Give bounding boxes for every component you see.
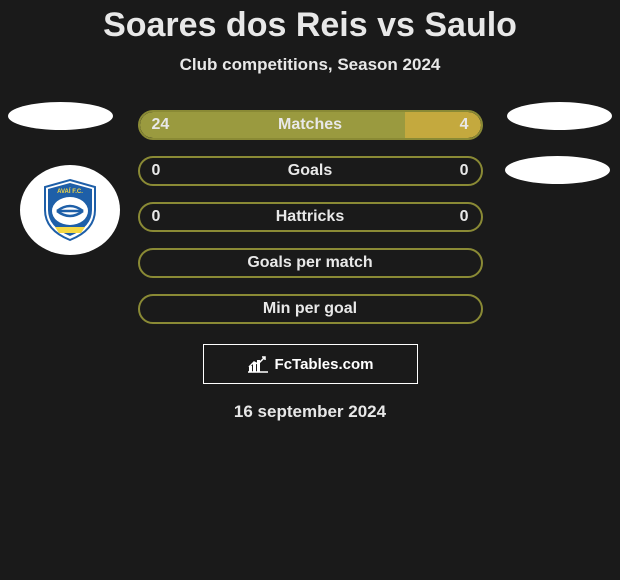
footer-brand: FcTables.com (247, 355, 374, 373)
footer-brand-text: FcTables.com (275, 356, 374, 373)
stat-label: Goals per match (140, 254, 481, 272)
footer-brand-box: FcTables.com (203, 344, 418, 384)
stats-container: 24Matches40Goals00Hattricks0Goals per ma… (138, 110, 483, 324)
stat-row: 0Hattricks0 (138, 202, 483, 232)
stat-right-value: 0 (460, 162, 469, 180)
stat-label: Matches (140, 116, 481, 134)
page-subtitle: Club competitions, Season 2024 (0, 55, 620, 75)
stat-label: Min per goal (140, 300, 481, 318)
date-label: 16 september 2024 (0, 402, 620, 422)
stat-right-value: 0 (460, 208, 469, 226)
chart-icon (247, 355, 269, 373)
left-player-avatar (8, 102, 113, 130)
stat-label: Goals (140, 162, 481, 180)
stat-row: Min per goal (138, 294, 483, 324)
stat-right-value: 4 (460, 116, 469, 134)
stat-row: Goals per match (138, 248, 483, 278)
stat-row: 0Goals0 (138, 156, 483, 186)
right-club-badge (505, 156, 610, 184)
stat-label: Hattricks (140, 208, 481, 226)
page-title: Soares dos Reis vs Saulo (0, 0, 620, 45)
svg-text:AVAÍ F.C.: AVAÍ F.C. (57, 187, 83, 195)
left-club-badge: AVAÍ F.C. (20, 165, 120, 255)
club-logo-icon: AVAÍ F.C. (35, 175, 105, 245)
right-player-avatar (507, 102, 612, 130)
stat-row: 24Matches4 (138, 110, 483, 140)
comparison-content: AVAÍ F.C. 24Matches40Goals00Hattricks0Go… (0, 110, 620, 422)
